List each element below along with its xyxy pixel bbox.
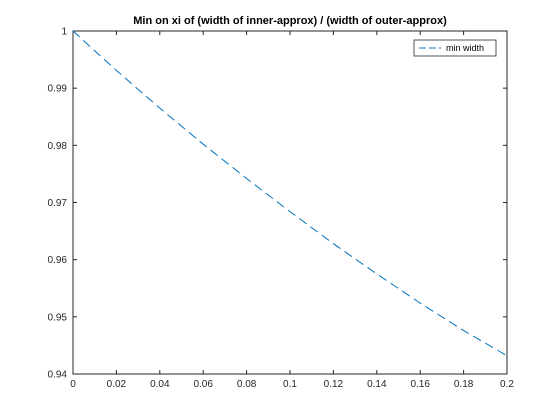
legend-label: min width: [446, 43, 484, 53]
chart-title: Min on xi of (width of inner-approx) / (…: [133, 15, 447, 27]
axes-box: [72, 30, 508, 375]
x-tick-label: 0.02: [107, 379, 127, 390]
x-tick-label: 0.06: [193, 379, 213, 390]
x-tick-label: 0.12: [324, 379, 344, 390]
x-tick-label: 0: [70, 379, 76, 390]
x-tick-label: 0.1: [283, 379, 297, 390]
y-tick-label: 0.97: [48, 198, 68, 209]
y-tick-label: 0.94: [48, 370, 68, 381]
x-tick-label: 0.04: [150, 379, 170, 390]
x-tick-label: 0.18: [454, 379, 474, 390]
y-tick-label: 1: [61, 27, 67, 38]
y-tick-label: 0.99: [48, 84, 68, 95]
y-tick-label: 0.98: [48, 141, 68, 152]
plot-area: 0 0.02 0.04 0.06 0.08 0.1 0.12 0.14 0.16 0.18 0.2 0…: [48, 27, 515, 391]
x-tick-label: 0.14: [367, 379, 387, 390]
x-tick-label: 0.2: [500, 379, 514, 390]
y-tick-label: 0.95: [48, 312, 68, 323]
x-tick-label: 0.16: [410, 379, 430, 390]
legend-box: [413, 39, 497, 57]
y-tick-label: 0.96: [48, 255, 68, 266]
series-line-0: [72, 30, 508, 357]
x-tick-label: 0.08: [237, 379, 257, 390]
